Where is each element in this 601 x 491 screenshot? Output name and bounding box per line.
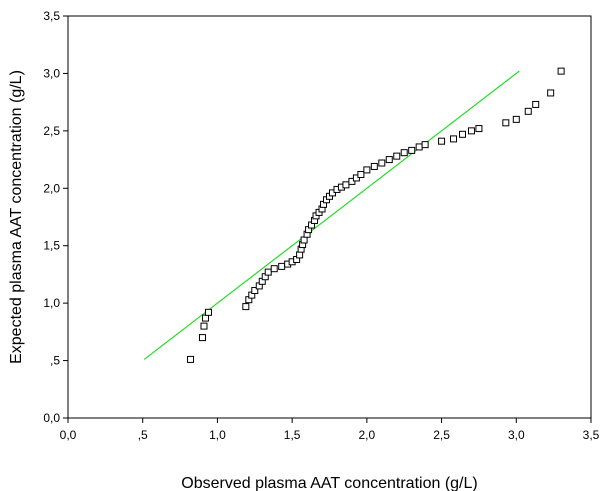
data-point	[200, 322, 208, 330]
data-point	[278, 262, 286, 270]
x-axis: 0,0 ,5 1,0 1,5 2,0 2,5 3,0 3,5	[60, 418, 600, 442]
data-point	[385, 156, 393, 164]
y-tick-label: 2,0	[43, 181, 60, 195]
x-tick-label: 0,0	[60, 428, 77, 442]
y-tick-label: 3,0	[43, 66, 60, 80]
y-axis-title: Expected plasma AAT concentration (g/L)	[8, 70, 25, 364]
y-tick-label: 1,0	[43, 296, 60, 310]
data-point	[532, 100, 540, 108]
data-point	[342, 181, 350, 189]
data-point	[296, 251, 304, 259]
data-point	[370, 162, 378, 170]
data-point	[363, 166, 371, 174]
y-tick-label: 3,5	[43, 9, 60, 23]
data-point	[438, 137, 446, 145]
data-point	[198, 334, 206, 342]
y-tick-label: 1,5	[43, 239, 60, 253]
data-points	[187, 67, 565, 363]
data-point	[264, 268, 272, 276]
data-point	[458, 130, 466, 138]
y-tick-label: 0,0	[43, 411, 60, 425]
data-point	[524, 107, 532, 115]
x-axis-title: Observed plasma AAT concentration (g/L)	[181, 475, 477, 491]
x-tick-label: 2,5	[433, 428, 450, 442]
data-point	[475, 125, 483, 133]
x-tick-label: 3,0	[508, 428, 525, 442]
data-point	[270, 265, 278, 273]
data-point	[557, 67, 565, 75]
data-point	[204, 308, 212, 316]
x-tick-label: 3,5	[583, 428, 600, 442]
data-point	[187, 355, 195, 363]
y-axis: 0,0 ,5 1,0 1,5 2,0 2,5 3,0 3,5	[43, 9, 68, 425]
data-point	[300, 236, 308, 244]
data-point	[400, 149, 408, 157]
x-tick-label: ,5	[138, 428, 148, 442]
data-point	[378, 159, 386, 167]
data-point	[201, 314, 209, 322]
y-tick-label: ,5	[50, 354, 60, 368]
x-tick-label: 1,5	[284, 428, 301, 442]
data-point	[415, 143, 423, 151]
data-point	[357, 171, 365, 179]
data-point	[512, 115, 520, 123]
x-tick-label: 2,0	[359, 428, 376, 442]
data-point	[450, 135, 458, 143]
data-point	[467, 127, 475, 135]
data-point	[251, 287, 259, 295]
data-point	[408, 146, 416, 154]
x-tick-label: 1,0	[209, 428, 226, 442]
y-tick-label: 2,5	[43, 124, 60, 138]
data-point	[502, 119, 510, 127]
data-point	[421, 141, 429, 149]
data-point	[547, 89, 555, 97]
data-point	[242, 303, 250, 311]
data-point	[393, 152, 401, 160]
